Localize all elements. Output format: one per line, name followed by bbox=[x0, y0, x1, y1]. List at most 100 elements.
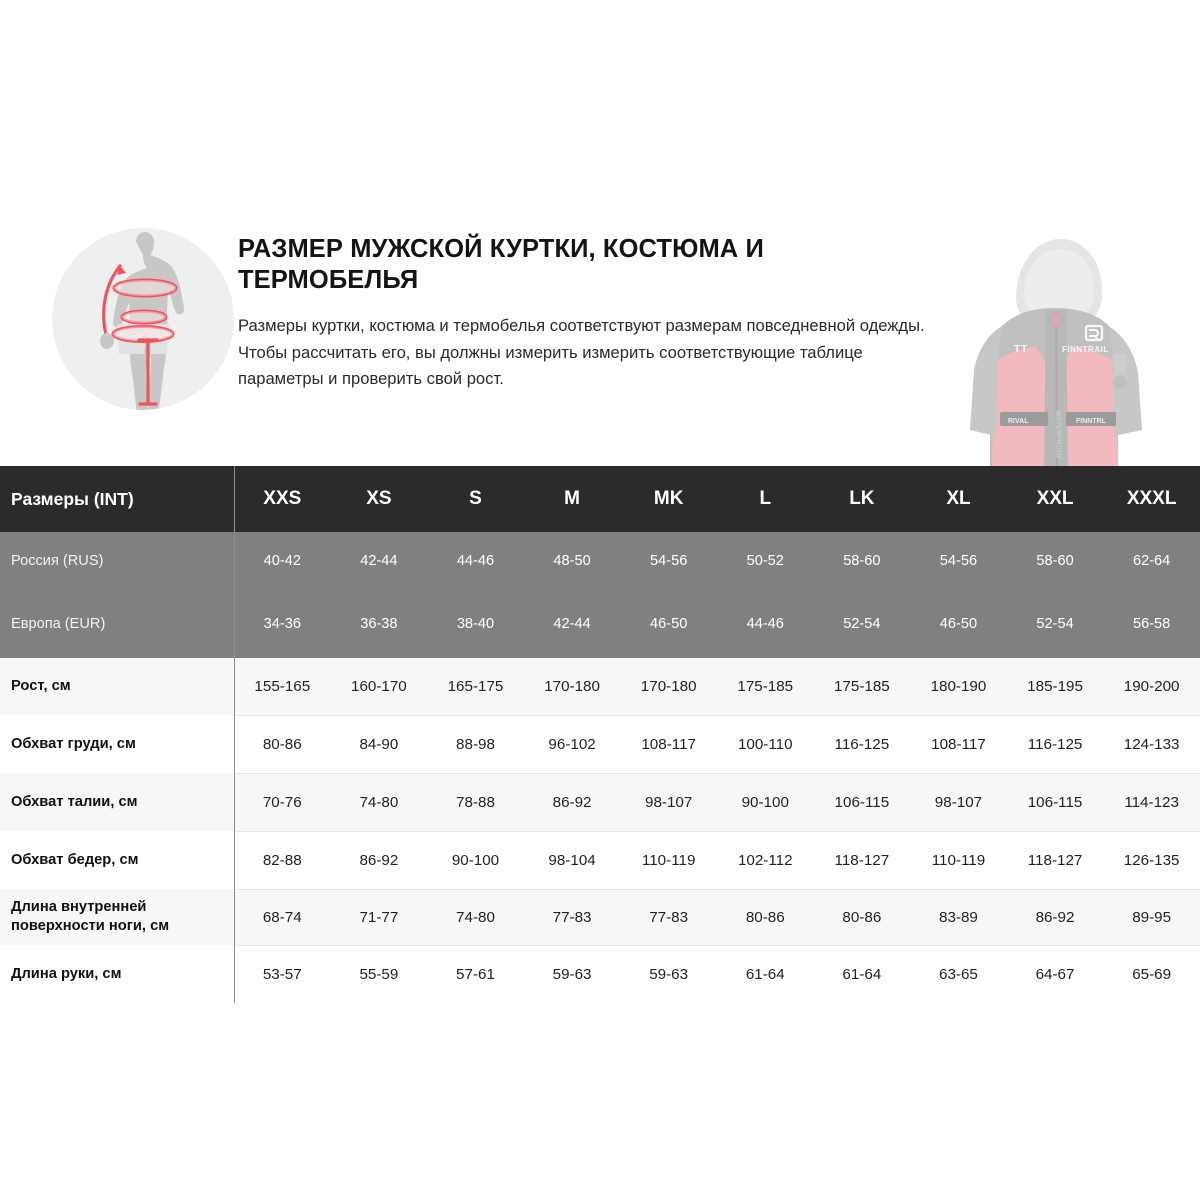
cell-arm-xxl: 64-67 bbox=[1035, 965, 1075, 983]
table-row-chest: Обхват груди, см 80-86 84-90 88-98 96-10… bbox=[0, 715, 1200, 773]
column-header-xxl: XXL bbox=[1036, 488, 1074, 509]
cell-chest-mk: 108-117 bbox=[641, 735, 696, 753]
row-cells-chest: 80-86 84-90 88-98 96-102 108-117 100-110… bbox=[234, 715, 1200, 773]
cell-europe-xxl: 52-54 bbox=[1036, 616, 1074, 632]
row-separator bbox=[234, 889, 1200, 890]
svg-text:FINNTRL: FINNTRL bbox=[1076, 418, 1107, 425]
cell-russia-s: 44-46 bbox=[456, 553, 495, 569]
cell-hips-s: 90-100 bbox=[451, 851, 500, 869]
cell-russia-m: 48-50 bbox=[553, 553, 591, 569]
cell-chest-s: 88-98 bbox=[456, 735, 495, 753]
cell-chest-l: 100-110 bbox=[737, 735, 793, 753]
svg-text:RIVAL: RIVAL bbox=[1008, 418, 1029, 425]
jacket-product-photo: TT FINNTRAIL RIVAL FINNTRL WATERPROOF bbox=[958, 230, 1152, 474]
row-cells-waist: 70-76 74-80 78-88 86-92 98-107 90-100 10… bbox=[234, 773, 1200, 831]
row-cells-inseam: 68-74 71-77 74-80 77-83 77-83 80-86 80-8… bbox=[234, 889, 1200, 945]
row-label-europe: Европа (EUR) bbox=[11, 616, 106, 632]
cell-russia-xxxl: 62-64 bbox=[1132, 553, 1171, 569]
size-table: Размеры (INT) XXS XS S M MK L LK XL XXL … bbox=[0, 466, 1200, 1003]
column-header-l: L bbox=[759, 488, 772, 509]
cell-arm-xxxl: 65-69 bbox=[1132, 965, 1172, 983]
column-header-xs: XS bbox=[366, 488, 392, 509]
column-header-xl: XL bbox=[946, 488, 971, 509]
cell-height-mk: 170-180 bbox=[640, 678, 697, 695]
row-label-chest: Обхват груди, см bbox=[11, 735, 136, 752]
row-label-hips: Обхват бедер, см bbox=[11, 851, 139, 868]
cell-russia-xxl: 58-60 bbox=[1036, 553, 1074, 569]
row-cells-europe: 34-36 36-38 38-40 42-44 46-50 44-46 52-5… bbox=[234, 590, 1200, 658]
table-row-waist: Обхват талии, см 70-76 74-80 78-88 86-92… bbox=[0, 773, 1200, 831]
column-header-xxxl: XXXL bbox=[1126, 488, 1177, 509]
cell-hips-m: 98-104 bbox=[548, 851, 596, 869]
row-cells-hips: 82-88 86-92 90-100 98-104 110-119 102-11… bbox=[234, 831, 1200, 889]
cell-russia-l: 50-52 bbox=[746, 553, 784, 569]
svg-text:TT: TT bbox=[1014, 344, 1028, 355]
cell-waist-lk: 106-115 bbox=[834, 793, 890, 811]
cell-inseam-m: 77-83 bbox=[552, 908, 592, 926]
cell-europe-mk: 46-50 bbox=[650, 616, 688, 632]
intro-text-block: РАЗМЕР МУЖСКОЙ КУРТКИ, КОСТЮМА И ТЕРМОБЕ… bbox=[238, 234, 928, 393]
cell-arm-mk: 59-63 bbox=[649, 965, 689, 983]
cell-waist-s: 78-88 bbox=[456, 793, 495, 811]
cell-inseam-lk: 80-86 bbox=[842, 908, 882, 926]
table-row-russia: Россия (RUS) 40-42 42-44 44-46 48-50 54-… bbox=[0, 532, 1200, 590]
cell-inseam-xxl: 86-92 bbox=[1035, 908, 1075, 926]
cell-height-lk: 175-185 bbox=[833, 678, 890, 695]
cell-waist-m: 86-92 bbox=[552, 793, 592, 811]
cell-arm-l: 61-64 bbox=[745, 965, 785, 983]
column-header-s: S bbox=[469, 488, 482, 509]
cell-chest-xxxl: 124-133 bbox=[1123, 735, 1180, 753]
cell-hips-xxl: 118-127 bbox=[1027, 851, 1083, 869]
table-row-inseam: Длина внутренней поверхности ноги, см 68… bbox=[0, 889, 1200, 945]
cell-chest-xs: 84-90 bbox=[359, 735, 399, 753]
cell-height-l: 175-185 bbox=[737, 678, 794, 695]
row-label-arm-length: Длина руки, см bbox=[11, 965, 122, 982]
column-header-m: M bbox=[564, 488, 580, 509]
table-row-europe: Европа (EUR) 34-36 36-38 38-40 42-44 46-… bbox=[0, 590, 1200, 658]
cell-waist-xl: 98-107 bbox=[934, 793, 983, 811]
cell-waist-xxl: 106-115 bbox=[1027, 793, 1083, 811]
table-row-height: Рост, см 155-165 160-170 165-175 170-180… bbox=[0, 658, 1200, 715]
cell-inseam-xs: 71-77 bbox=[359, 908, 399, 926]
cell-arm-xxs: 53-57 bbox=[262, 965, 302, 983]
cell-inseam-l: 80-86 bbox=[745, 908, 785, 926]
row-cells-arm-length: 53-57 55-59 57-61 59-63 59-63 61-64 61-6… bbox=[234, 945, 1200, 1003]
row-separator bbox=[234, 773, 1200, 774]
cell-inseam-mk: 77-83 bbox=[649, 908, 689, 926]
body-measurement-icon bbox=[52, 228, 234, 410]
page-description: Размеры куртки, костюма и термобелья соо… bbox=[238, 316, 925, 388]
cell-hips-xs: 86-92 bbox=[359, 851, 399, 869]
cell-europe-xl: 46-50 bbox=[939, 616, 978, 632]
cell-europe-m: 42-44 bbox=[553, 616, 591, 632]
page-title: РАЗМЕР МУЖСКОЙ КУРТКИ, КОСТЮМА И ТЕРМОБЕ… bbox=[238, 235, 764, 294]
cell-hips-mk: 110-119 bbox=[641, 851, 696, 869]
svg-text:FINNTRAIL: FINNTRAIL bbox=[1062, 345, 1109, 354]
cell-height-xl: 180-190 bbox=[930, 678, 987, 695]
cell-height-xxs: 155-165 bbox=[254, 678, 311, 695]
cell-hips-xxs: 82-88 bbox=[262, 851, 302, 869]
cell-waist-xxxl: 114-123 bbox=[1124, 793, 1179, 811]
cell-hips-xl: 110-119 bbox=[931, 851, 986, 869]
label-column-divider bbox=[234, 466, 235, 1003]
cell-europe-l: 44-46 bbox=[746, 616, 784, 632]
column-header-lk: LK bbox=[849, 488, 875, 509]
cell-height-xxl: 185-195 bbox=[1027, 678, 1083, 695]
row-label-russia: Россия (RUS) bbox=[11, 553, 104, 569]
cell-chest-xxl: 116-125 bbox=[1027, 735, 1083, 753]
cell-arm-lk: 61-64 bbox=[842, 965, 882, 983]
cell-arm-xs: 55-59 bbox=[359, 965, 399, 983]
intro-section: РАЗМЕР МУЖСКОЙ КУРТКИ, КОСТЮМА И ТЕРМОБЕ… bbox=[0, 208, 1200, 474]
cell-hips-l: 102-112 bbox=[737, 851, 793, 869]
cell-europe-xs: 36-38 bbox=[360, 616, 398, 632]
table-header-row: Размеры (INT) XXS XS S M MK L LK XL XXL … bbox=[0, 466, 1200, 532]
cell-chest-lk: 116-125 bbox=[834, 735, 890, 753]
cell-europe-xxs: 34-36 bbox=[263, 616, 301, 632]
table-row-hips: Обхват бедер, см 82-88 86-92 90-100 98-1… bbox=[0, 831, 1200, 889]
cell-height-xxxl: 190-200 bbox=[1123, 678, 1180, 695]
cell-russia-mk: 54-56 bbox=[650, 553, 688, 569]
cell-chest-xxs: 80-86 bbox=[262, 735, 302, 753]
cell-chest-m: 96-102 bbox=[548, 735, 596, 753]
cell-height-m: 170-180 bbox=[544, 678, 600, 695]
cell-height-xs: 160-170 bbox=[351, 678, 407, 695]
cell-arm-s: 57-61 bbox=[456, 965, 495, 983]
